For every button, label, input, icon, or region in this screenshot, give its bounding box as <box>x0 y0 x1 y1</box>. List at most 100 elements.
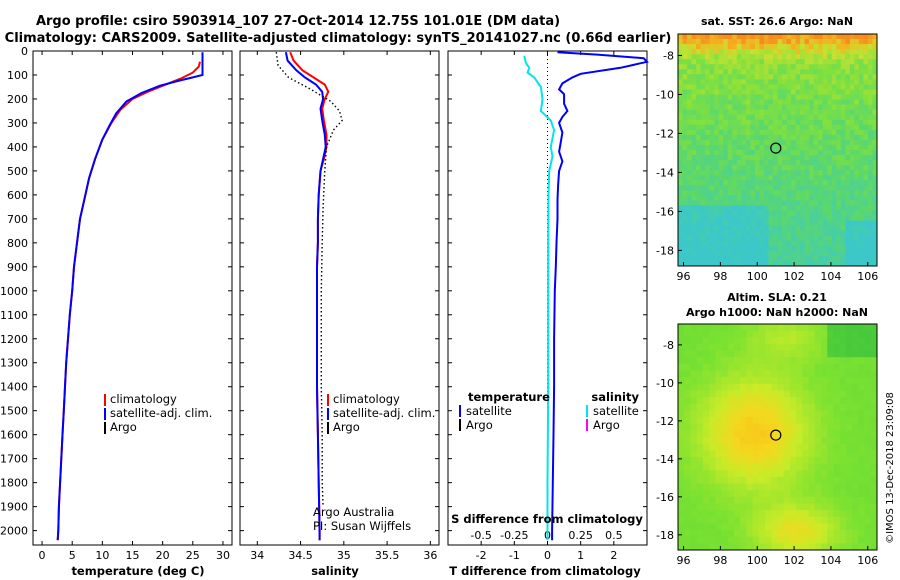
heatmap-cell <box>809 139 815 146</box>
heatmap-cell <box>687 74 692 80</box>
heatmap-cell <box>840 190 846 196</box>
heatmap-cell <box>813 160 819 166</box>
heatmap-cell <box>796 343 803 351</box>
heatmap-cell <box>714 129 720 136</box>
heatmap-cell <box>814 443 822 451</box>
heatmap-cell <box>758 463 766 471</box>
heatmap-cell <box>821 337 828 345</box>
heatmap-cell <box>765 523 772 531</box>
heatmap-cell <box>840 129 846 136</box>
heatmap-cell <box>782 89 787 95</box>
heatmap-cell <box>687 49 692 55</box>
heatmap-cell <box>818 160 824 166</box>
heatmap-cell <box>791 215 796 222</box>
heatmap-cell <box>800 34 806 40</box>
heatmap-cell <box>791 255 796 262</box>
heatmap-cell <box>754 44 760 50</box>
heatmap-cell <box>771 470 778 478</box>
heatmap-cell <box>736 195 742 201</box>
heatmap-cell <box>827 170 833 176</box>
heatmap-cell <box>702 363 710 371</box>
heatmap-cell <box>696 64 702 70</box>
heatmap-cell <box>718 150 724 156</box>
legend-label-t-argo: Argo <box>466 418 493 432</box>
heatmap-cell <box>833 496 841 504</box>
heatmap-cell <box>802 337 809 345</box>
heatmap-cell <box>678 79 683 85</box>
heatmap-cell <box>827 230 833 237</box>
heatmap-cell <box>870 370 877 378</box>
heatmap-cell <box>845 430 853 438</box>
heatmap-cell <box>758 370 766 378</box>
heatmap-cell <box>709 324 716 332</box>
heatmap-cell <box>858 155 864 161</box>
heatmap-cell <box>822 255 828 262</box>
heatmap-cell <box>804 39 810 45</box>
heatmap-cell <box>804 74 810 80</box>
heatmap-cell <box>827 39 833 45</box>
heatmap-cell <box>863 124 869 131</box>
heatmap-cell <box>845 69 851 75</box>
heatmap-cell <box>777 370 785 378</box>
heatmap-cell <box>763 210 769 216</box>
heatmap-cell <box>821 324 828 332</box>
heatmap-cell <box>691 240 697 247</box>
heatmap-cell <box>691 180 697 186</box>
heatmap-cell <box>840 245 846 252</box>
heatmap-cell <box>783 397 791 405</box>
depth-tick-label: 200 <box>7 93 28 106</box>
heatmap-cell <box>696 510 704 518</box>
heatmap-cell <box>840 175 846 181</box>
heatmap-cell <box>733 377 741 385</box>
heatmap-cell <box>845 59 851 65</box>
heatmap-cell <box>796 510 803 518</box>
heatmap-cell <box>736 124 742 131</box>
heatmap-cell <box>702 383 710 391</box>
heatmap-cell <box>678 129 683 136</box>
heatmap-cell <box>858 523 865 531</box>
heatmap-cell <box>849 225 855 232</box>
heatmap-cell <box>836 245 842 252</box>
heatmap-cell <box>783 324 791 332</box>
heatmap-cell <box>758 337 766 345</box>
heatmap-cell <box>782 170 787 176</box>
heatmap-cell <box>700 255 706 262</box>
heatmap-cell <box>727 260 733 266</box>
heatmap-cell <box>705 129 711 136</box>
map-y-tick-label: -14 <box>656 166 674 179</box>
heatmap-cell <box>840 235 846 242</box>
heatmap-cell <box>721 350 729 358</box>
heatmap-cell <box>782 74 787 80</box>
heatmap-cell <box>740 370 747 378</box>
heatmap-cell <box>682 255 688 262</box>
heatmap-cell <box>827 483 834 491</box>
heatmap-cell <box>867 150 873 156</box>
heatmap-cell <box>718 89 724 95</box>
heatmap-cell <box>723 99 729 106</box>
heatmap-cell <box>691 245 697 252</box>
heatmap-cell <box>750 240 756 247</box>
heatmap-cell <box>867 195 873 201</box>
heatmap-cell <box>804 119 810 126</box>
heatmap-cell <box>809 195 815 201</box>
heatmap-cell <box>840 54 846 60</box>
map-y-tick-label: -16 <box>656 491 674 504</box>
heatmap-cell <box>777 245 783 252</box>
heatmap-cell <box>715 510 722 518</box>
heatmap-cell <box>786 54 792 60</box>
heatmap-cell <box>754 34 760 40</box>
heatmap-cell <box>840 195 846 201</box>
heatmap-cell <box>822 210 828 216</box>
heatmap-cell <box>678 59 683 65</box>
heatmap-cell <box>854 195 860 201</box>
heatmap-cell <box>733 403 741 411</box>
heatmap-cell <box>678 530 685 538</box>
heatmap-cell <box>715 357 722 365</box>
heatmap-cell <box>705 185 711 191</box>
heatmap-cell <box>854 59 860 65</box>
heatmap-cell <box>754 109 760 116</box>
heatmap-cell <box>772 240 778 247</box>
heatmap-cell <box>808 530 816 538</box>
heatmap-cell <box>759 59 765 65</box>
heatmap-cell <box>696 543 704 550</box>
